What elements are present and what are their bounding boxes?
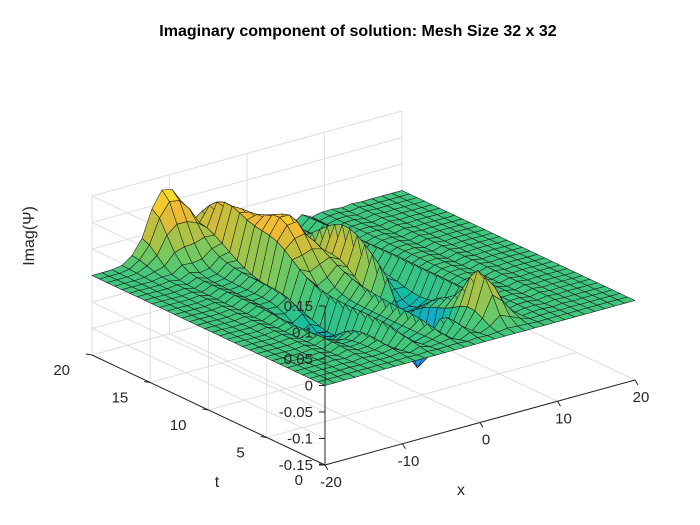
x-tick: [557, 400, 561, 407]
z-axis-label: Imag(Ψ): [21, 206, 38, 266]
x-tick-label: 20: [633, 389, 650, 406]
x-tick-label: -10: [398, 453, 420, 470]
grid-line-side-z: [91, 328, 326, 439]
x-tick-label: 0: [482, 432, 490, 449]
chart-title: Imaginary component of solution: Mesh Si…: [159, 23, 557, 40]
x-tick: [402, 443, 406, 450]
x-axis-label: x: [457, 482, 465, 499]
z-tick-label: -0.05: [279, 404, 313, 421]
x-tick-label: -20: [320, 474, 342, 491]
y-tick: [85, 353, 93, 356]
surface-layer: [91, 189, 636, 386]
y-tick-label: 5: [236, 445, 244, 462]
x-tick: [634, 379, 639, 386]
x-tick-label: 10: [555, 410, 572, 427]
y-tick: [144, 381, 151, 383]
y-tick-label: 20: [53, 362, 70, 379]
z-tick-label: 0.05: [284, 351, 313, 368]
y-tick-label: 15: [112, 390, 129, 407]
x-tick: [324, 464, 329, 471]
y-tick-label: 10: [170, 417, 187, 434]
y-tick-label: 0: [295, 472, 303, 489]
label-layer: Imaginary component of solution: Mesh Si…: [21, 23, 649, 499]
z-tick-label: -0.1: [287, 431, 313, 448]
grid-line-side-z: [91, 301, 326, 413]
y-tick: [202, 408, 209, 411]
surface-quad: [617, 296, 636, 304]
x-tick: [479, 422, 484, 428]
z-tick-label: -0.15: [279, 457, 313, 474]
z-tick-label: 0: [305, 378, 313, 395]
grid-line-back-z: [91, 110, 403, 197]
z-tick-label: 0.15: [284, 298, 313, 315]
grid-line-back-z: [91, 137, 403, 223]
axis-layer: [85, 305, 639, 471]
z-tick-label: 0.1: [292, 325, 313, 342]
y-tick: [260, 436, 267, 438]
y-axis-label: t: [215, 474, 220, 491]
grid-line-floor-t: [266, 352, 577, 438]
